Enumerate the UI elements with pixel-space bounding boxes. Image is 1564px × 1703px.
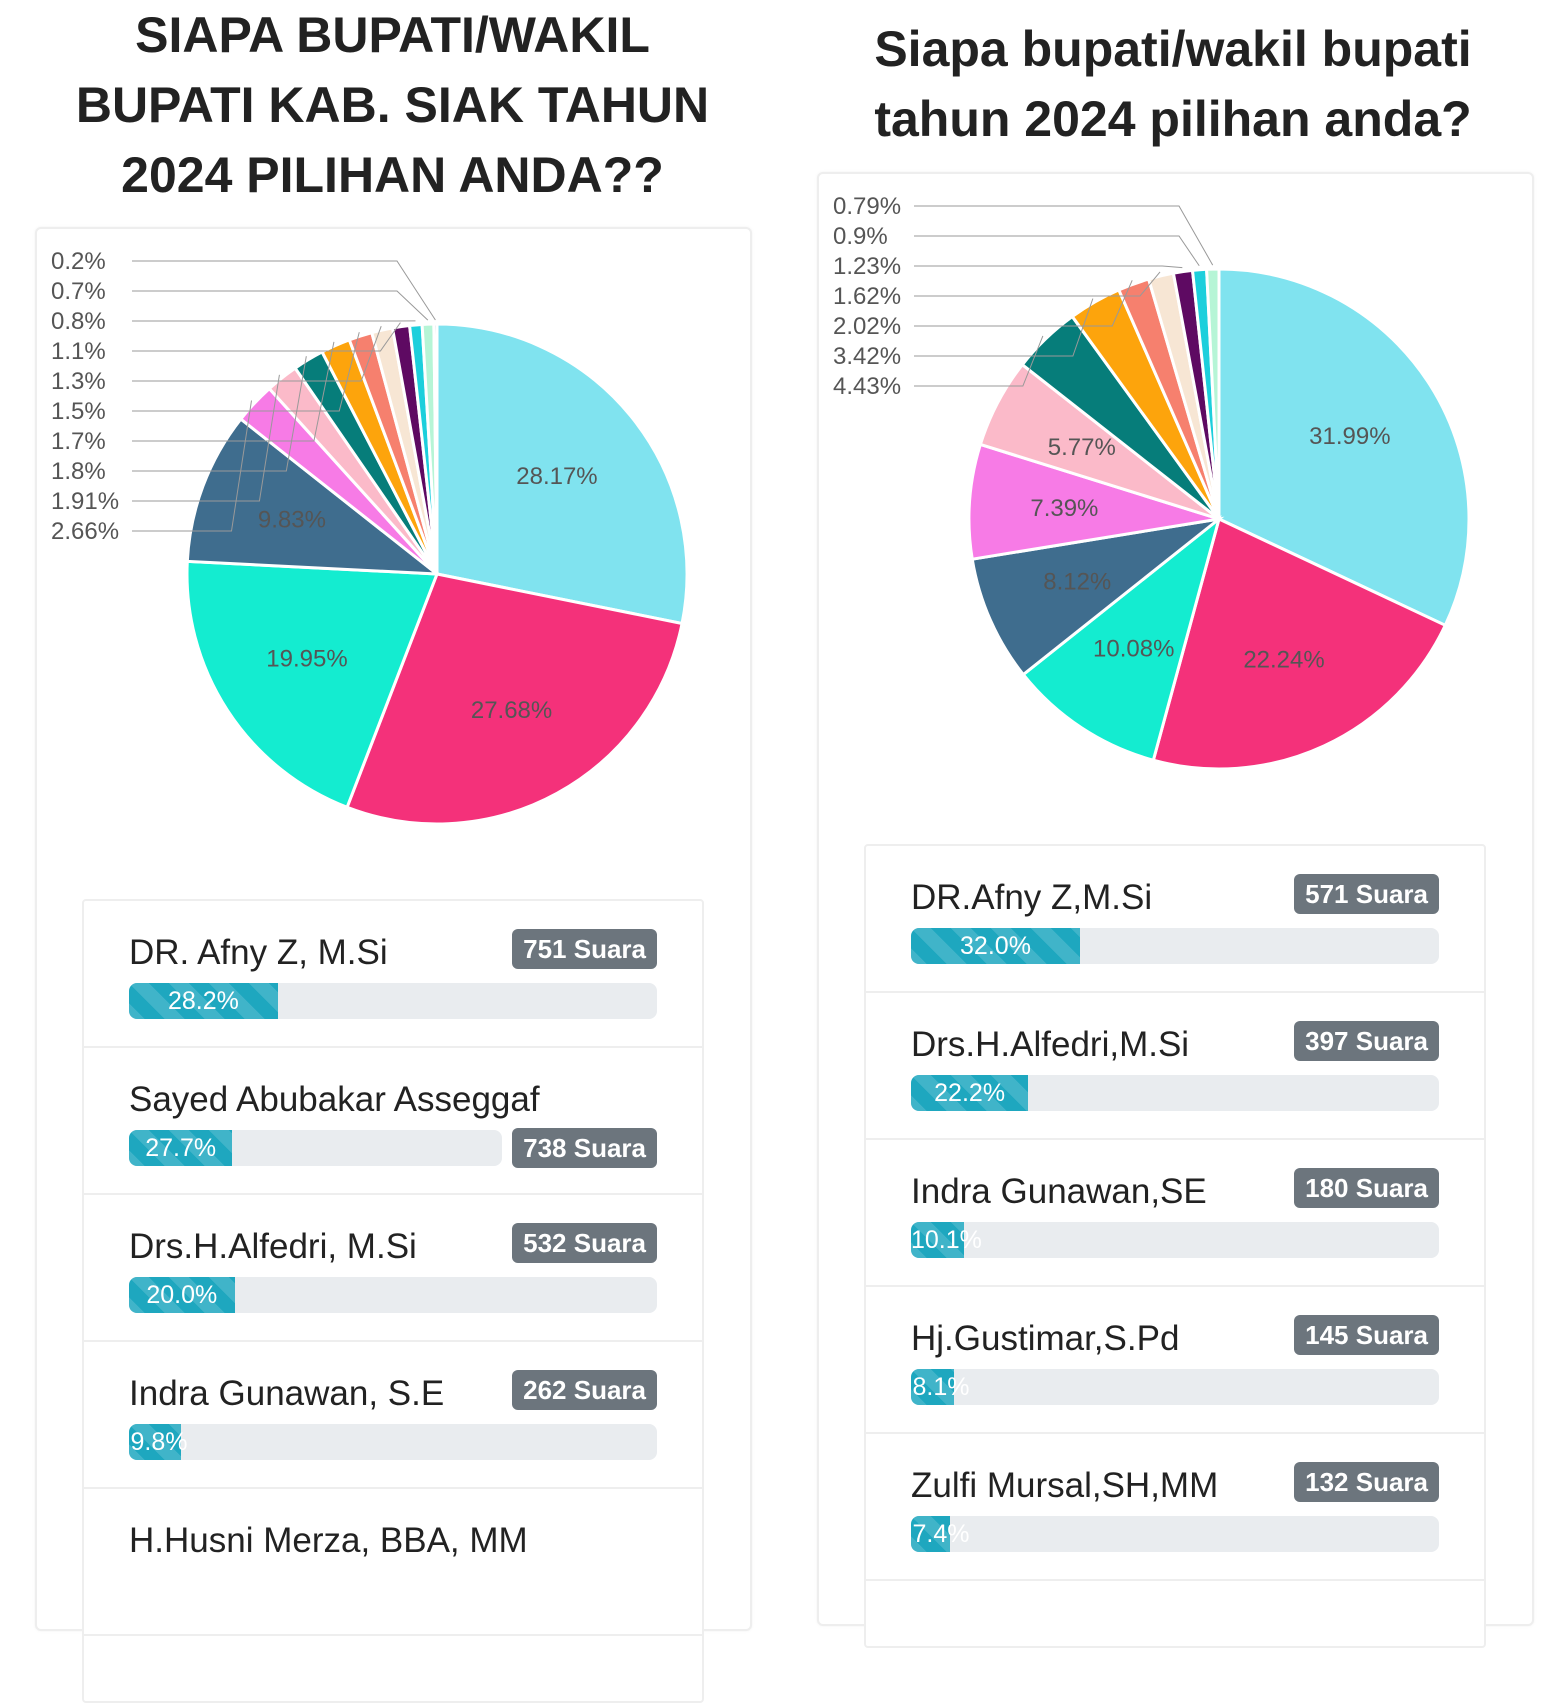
vote-count-badge: 132 Suara xyxy=(1294,1462,1439,1502)
poll-card-right: 31.99% 22.24% 10.08% 8.12% 7.39% 5.77% 0.79% 0.… xyxy=(817,172,1534,1626)
slice-label: 0.2% xyxy=(51,248,106,275)
slice-label: 1.23% xyxy=(833,253,901,280)
slice-label: 0.8% xyxy=(51,308,106,335)
candidate-name: Drs.H.Alfedri, M.Si xyxy=(129,1227,417,1267)
leader-line xyxy=(914,236,1199,266)
slice-label: 3.42% xyxy=(833,343,901,370)
percent-label: 22.2% xyxy=(911,1075,1028,1111)
slice-label: 22.24% xyxy=(1243,647,1324,674)
slice-label: 0.9% xyxy=(833,223,888,250)
progress-bar: 7.4% xyxy=(911,1516,1439,1552)
candidate-name: Indra Gunawan, S.E xyxy=(129,1374,444,1414)
slice-label: 1.8% xyxy=(51,458,106,485)
slice-label: 28.17% xyxy=(516,463,597,490)
percent-label: 20.0% xyxy=(129,1277,235,1313)
candidate-row[interactable]: Indra Gunawan,SE 180 Suara 10.1% xyxy=(866,1140,1484,1287)
results-list-right: DR.Afny Z,M.Si 571 Suara 32.0% Drs.H.Alfedr… xyxy=(864,844,1486,1648)
candidate-row[interactable]: Drs.H.Alfedri, M.Si 532 Suara 20.0% xyxy=(84,1195,702,1342)
slice-label: 8.12% xyxy=(1043,569,1111,596)
candidate-row[interactable]: H.Husni Merza, BBA, MM xyxy=(84,1489,702,1636)
candidate-row[interactable]: DR. Afny Z, M.Si 751 Suara 28.2% xyxy=(84,901,702,1048)
vote-count-badge: 397 Suara xyxy=(1294,1021,1439,1061)
percent-label: 32.0% xyxy=(911,928,1080,964)
leader-line xyxy=(132,291,428,320)
percent-label: 8.1% xyxy=(911,1369,971,1405)
candidate-row[interactable]: Drs.H.Alfedri,M.Si 397 Suara 22.2% xyxy=(866,993,1484,1140)
candidate-name: DR. Afny Z, M.Si xyxy=(129,933,388,973)
progress-bar: 10.1% xyxy=(911,1222,1439,1258)
slice-label: 19.95% xyxy=(266,645,347,672)
slice-label: 31.99% xyxy=(1309,423,1390,450)
poll-title-right: Siapa bupati/wakil bupati tahun 2024 pil… xyxy=(782,14,1564,154)
slice-label: 4.43% xyxy=(833,373,901,400)
candidate-name: DR.Afny Z,M.Si xyxy=(911,878,1152,918)
slice-label: 2.02% xyxy=(833,313,901,340)
slice-label: 27.68% xyxy=(471,697,552,724)
poll-title-left: SIAPA BUPATI/WAKIL BUPATI KAB. SIAK TAHU… xyxy=(0,0,785,210)
poll-card-left: 28.17% 27.68% 19.95% 9.83% 0.2% 0.7% 0.8% 1.1% 1… xyxy=(35,227,752,1631)
candidate-row[interactable]: Hj.Gustimar,S.Pd 145 Suara 8.1% xyxy=(866,1287,1484,1434)
slice-label: 1.3% xyxy=(51,368,106,395)
progress-bar: 22.2% xyxy=(911,1075,1439,1111)
slice-label: 1.5% xyxy=(51,398,106,425)
candidate-row[interactable]: Indra Gunawan, S.E 262 Suara 9.8% xyxy=(84,1342,702,1489)
progress-bar: 8.1% xyxy=(911,1369,1439,1405)
percent-label: 10.1% xyxy=(911,1222,971,1258)
candidate-name: Sayed Abubakar Asseggaf xyxy=(129,1080,540,1120)
slice-label: 9.83% xyxy=(258,506,326,533)
leader-line xyxy=(914,266,1182,268)
pie-chart-right: 31.99% 22.24% 10.08% 8.12% 7.39% 5.77% 0.79% 0.… xyxy=(819,174,1532,844)
vote-count-badge: 738 Suara xyxy=(512,1128,657,1168)
vote-count-badge: 751 Suara xyxy=(512,929,657,969)
percent-label: 27.7% xyxy=(129,1130,232,1166)
progress-bar: 28.2% xyxy=(129,983,657,1019)
slice-label: 7.39% xyxy=(1030,495,1098,522)
candidate-row[interactable]: DR.Afny Z,M.Si 571 Suara 32.0% xyxy=(866,846,1484,993)
slice-label: 1.7% xyxy=(51,428,106,455)
slice-label: 1.1% xyxy=(51,338,106,365)
candidate-name: Hj.Gustimar,S.Pd xyxy=(911,1319,1179,1359)
slice-label: 5.77% xyxy=(1048,434,1116,461)
candidate-name: Indra Gunawan,SE xyxy=(911,1172,1207,1212)
vote-count-badge: 571 Suara xyxy=(1294,874,1439,914)
vote-count-badge: 262 Suara xyxy=(512,1370,657,1410)
slice-label: 10.08% xyxy=(1093,635,1174,662)
percent-label: 7.4% xyxy=(911,1516,971,1552)
results-list-left: DR. Afny Z, M.Si 751 Suara 28.2% Sayed Abub… xyxy=(82,899,704,1703)
candidate-row[interactable]: Sayed Abubakar Asseggaf 738 Suara 27.7% xyxy=(84,1048,702,1195)
candidate-name: Drs.H.Alfedri,M.Si xyxy=(911,1025,1189,1065)
candidate-name: H.Husni Merza, BBA, MM xyxy=(129,1521,528,1561)
vote-count-badge: 532 Suara xyxy=(512,1223,657,1263)
slice-label: 1.62% xyxy=(833,283,901,310)
slice-label: 1.91% xyxy=(51,488,119,515)
vote-count-badge: 180 Suara xyxy=(1294,1168,1439,1208)
candidate-row[interactable]: Zulfi Mursal,SH,MM 132 Suara 7.4% xyxy=(866,1434,1484,1581)
percent-label: 28.2% xyxy=(129,983,278,1019)
percent-label: 9.8% xyxy=(129,1424,189,1460)
slice-label: 0.7% xyxy=(51,278,106,305)
progress-bar: 9.8% xyxy=(129,1424,657,1460)
progress-bar: 27.7% xyxy=(129,1130,502,1166)
pie-chart-left: 28.17% 27.68% 19.95% 9.83% 0.2% 0.7% 0.8% 1.1% 1… xyxy=(37,229,750,899)
slice-label: 2.66% xyxy=(51,518,119,545)
progress-bar: 20.0% xyxy=(129,1277,657,1313)
candidate-name: Zulfi Mursal,SH,MM xyxy=(911,1466,1218,1506)
progress-bar: 32.0% xyxy=(911,928,1439,964)
slice-label: 0.79% xyxy=(833,193,901,220)
vote-count-badge: 145 Suara xyxy=(1294,1315,1439,1355)
